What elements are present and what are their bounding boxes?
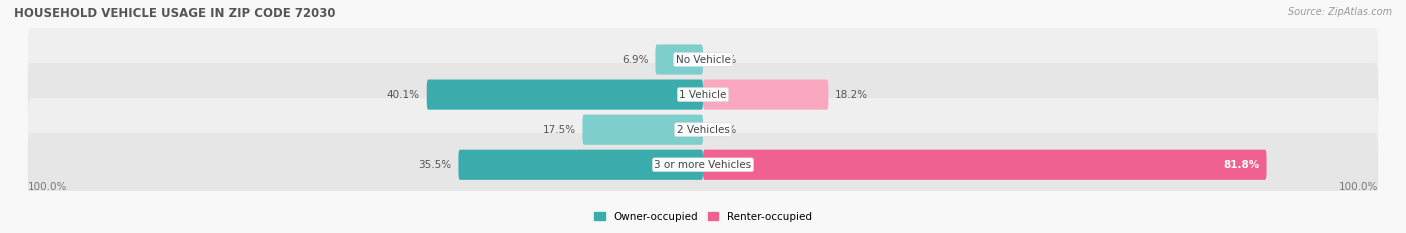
Text: 81.8%: 81.8% (1223, 160, 1260, 170)
FancyBboxPatch shape (28, 28, 1378, 91)
Text: Source: ZipAtlas.com: Source: ZipAtlas.com (1288, 7, 1392, 17)
Text: No Vehicle: No Vehicle (675, 55, 731, 65)
Text: 0.0%: 0.0% (710, 55, 737, 65)
FancyBboxPatch shape (28, 63, 1378, 126)
Text: 2 Vehicles: 2 Vehicles (676, 125, 730, 135)
FancyBboxPatch shape (655, 45, 703, 75)
Text: 35.5%: 35.5% (419, 160, 451, 170)
Text: 0.0%: 0.0% (710, 125, 737, 135)
Text: 3 or more Vehicles: 3 or more Vehicles (654, 160, 752, 170)
Text: 1 Vehicle: 1 Vehicle (679, 90, 727, 99)
Text: 100.0%: 100.0% (28, 182, 67, 192)
Text: 18.2%: 18.2% (835, 90, 869, 99)
FancyBboxPatch shape (28, 133, 1378, 196)
Legend: Owner-occupied, Renter-occupied: Owner-occupied, Renter-occupied (595, 212, 811, 222)
Text: 40.1%: 40.1% (387, 90, 420, 99)
Text: HOUSEHOLD VEHICLE USAGE IN ZIP CODE 72030: HOUSEHOLD VEHICLE USAGE IN ZIP CODE 7203… (14, 7, 336, 20)
FancyBboxPatch shape (703, 79, 828, 110)
Text: 100.0%: 100.0% (1339, 182, 1378, 192)
FancyBboxPatch shape (427, 79, 703, 110)
FancyBboxPatch shape (458, 150, 703, 180)
FancyBboxPatch shape (28, 98, 1378, 161)
FancyBboxPatch shape (703, 150, 1267, 180)
Text: 17.5%: 17.5% (543, 125, 575, 135)
Text: 6.9%: 6.9% (621, 55, 648, 65)
FancyBboxPatch shape (582, 115, 703, 145)
